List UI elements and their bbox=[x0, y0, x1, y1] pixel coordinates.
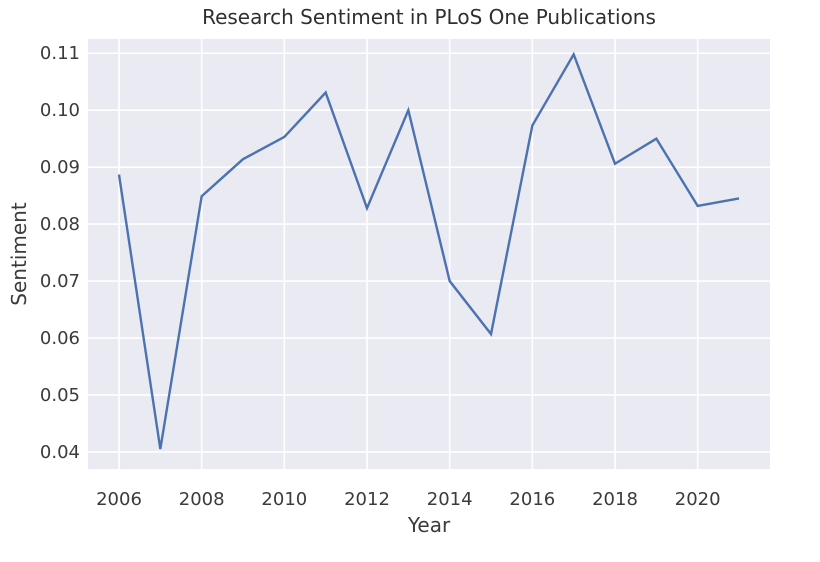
x-tick-label: 2012 bbox=[344, 489, 390, 510]
x-tick-labels: 2006 2008 2010 2012 2014 2016 2018 2020 bbox=[96, 489, 720, 510]
y-tick-labels: 0.04 0.05 0.06 0.07 0.08 0.09 0.10 0.11 bbox=[40, 43, 80, 463]
y-tick-label: 0.08 bbox=[40, 214, 80, 235]
x-tick-label: 2014 bbox=[427, 489, 473, 510]
y-tick-label: 0.10 bbox=[40, 100, 80, 121]
plot-background bbox=[88, 39, 770, 469]
y-tick-label: 0.04 bbox=[40, 442, 80, 463]
y-tick-label: 0.11 bbox=[40, 43, 80, 64]
x-axis-title: Year bbox=[407, 513, 451, 537]
x-tick-label: 2008 bbox=[179, 489, 225, 510]
y-tick-label: 0.06 bbox=[40, 328, 80, 349]
x-tick-label: 2018 bbox=[592, 489, 638, 510]
x-tick-label: 2006 bbox=[96, 489, 142, 510]
y-tick-label: 0.09 bbox=[40, 157, 80, 178]
x-tick-label: 2020 bbox=[675, 489, 721, 510]
chart-title: Research Sentiment in PLoS One Publicati… bbox=[202, 5, 656, 29]
x-tick-label: 2010 bbox=[261, 489, 307, 510]
x-tick-label: 2016 bbox=[509, 489, 555, 510]
grid-lines bbox=[88, 39, 770, 469]
y-axis-title: Sentiment bbox=[7, 202, 31, 306]
series-lines bbox=[117, 51, 740, 450]
series-line bbox=[117, 51, 740, 450]
y-tick-label: 0.05 bbox=[40, 385, 80, 406]
y-tick-label: 0.07 bbox=[40, 271, 80, 292]
